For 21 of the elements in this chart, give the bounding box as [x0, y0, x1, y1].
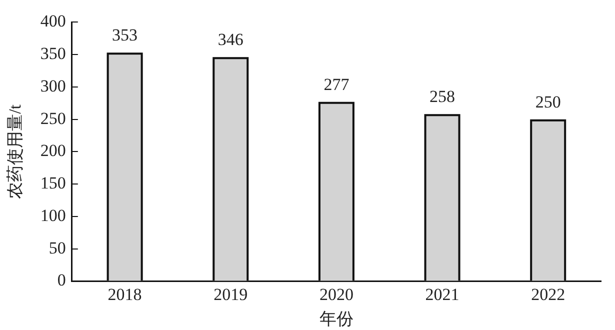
x-tick-label: 2021	[425, 284, 460, 304]
y-tick-label: 150	[40, 174, 66, 193]
y-tick-label: 250	[40, 108, 66, 128]
y-tick-label: 50	[48, 238, 66, 258]
y-tick-label: 350	[40, 44, 66, 64]
y-tick-label: 100	[40, 206, 66, 225]
x-tick-label: 2020	[319, 284, 354, 304]
y-axis-title: 农药使用量/t	[6, 104, 25, 199]
data-label: 277	[324, 74, 350, 94]
data-label: 250	[535, 92, 561, 112]
x-tick-label: 2019	[214, 284, 248, 304]
x-tick-label: 2022	[531, 284, 566, 304]
data-label: 346	[218, 30, 244, 50]
y-tick-label: 300	[40, 76, 66, 96]
y-tick-label: 0	[57, 270, 66, 290]
x-axis-title: 年份	[319, 309, 354, 328]
data-label: 258	[430, 87, 456, 106]
y-tick-label: 400	[40, 12, 66, 31]
x-tick-label: 2018	[108, 284, 142, 304]
data-label: 353	[112, 26, 138, 45]
y-tick-label: 200	[40, 141, 66, 160]
